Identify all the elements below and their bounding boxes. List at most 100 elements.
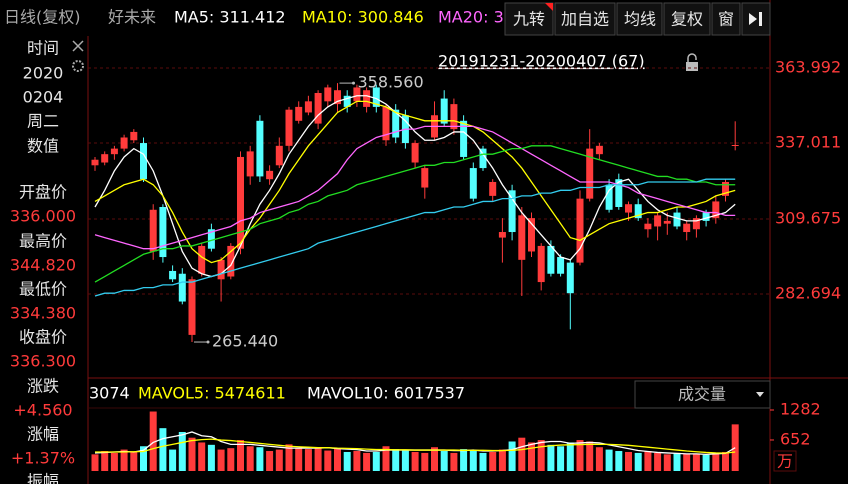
volume-bar — [440, 451, 448, 471]
y-tick-label: 337.011 — [775, 133, 841, 152]
volume-bar — [431, 447, 438, 471]
candle-body — [91, 159, 99, 166]
volume-bar — [576, 440, 584, 471]
volume-bar — [644, 451, 652, 471]
volume-bar — [227, 448, 235, 471]
info-label: 最高价 — [19, 232, 67, 251]
info-label: 时间 — [27, 39, 59, 58]
volume-bar — [353, 451, 361, 471]
candle-body — [421, 168, 429, 188]
volume-bar — [557, 446, 565, 471]
volume-bar — [683, 453, 691, 471]
candle-body — [469, 168, 477, 199]
ma-line — [95, 438, 736, 454]
volume-bar — [198, 442, 206, 471]
volume-bar — [275, 449, 283, 471]
button[interactable] — [616, 2, 663, 36]
volume-bar — [217, 449, 225, 471]
volume-bar — [159, 428, 167, 471]
info-value: +4.560 — [13, 401, 72, 420]
candle-body — [498, 232, 506, 238]
button[interactable] — [663, 2, 711, 36]
candle-body — [324, 87, 332, 102]
candle-body — [110, 148, 118, 155]
candle-body — [625, 204, 632, 213]
volume-bar — [401, 450, 409, 471]
candle-body — [149, 209, 157, 252]
button-label[interactable]: 复权 — [671, 10, 703, 29]
candle-body — [683, 223, 691, 233]
y-tick-label: 309.675 — [775, 209, 841, 228]
volume-bar — [295, 448, 303, 471]
candle-body — [256, 120, 264, 177]
indicator-selector-label[interactable]: 成交量 — [678, 385, 726, 404]
candle-body — [722, 181, 729, 196]
candle-body — [518, 215, 526, 260]
volume-bar — [266, 451, 274, 471]
volume-bar — [314, 447, 322, 471]
period: 日线(复权) — [4, 8, 81, 27]
candle-body — [537, 245, 545, 283]
volume-bar — [508, 441, 516, 471]
candle-body — [566, 262, 574, 294]
candle-body — [130, 131, 138, 141]
close-icon[interactable] — [72, 40, 84, 52]
volume-bar — [450, 452, 458, 471]
button-label[interactable]: 加自选 — [561, 10, 609, 29]
candle-body — [275, 145, 283, 166]
volume-bar — [101, 451, 109, 471]
candle-body — [692, 218, 700, 230]
volume-bar — [169, 449, 177, 471]
y-tick-label: 363.992 — [775, 57, 841, 76]
candle-body — [140, 143, 147, 180]
button-label[interactable]: 均线 — [624, 10, 656, 29]
volume-bar — [673, 452, 681, 471]
candle-body — [508, 190, 516, 233]
info-value: 336.000 — [10, 207, 76, 226]
candle-body — [188, 279, 196, 335]
volume-bar — [498, 449, 506, 471]
info-label: 开盘价 — [19, 183, 67, 202]
candle-body — [663, 220, 671, 224]
candle-body — [120, 137, 128, 149]
volume-bar — [411, 451, 419, 471]
badge — [545, 3, 553, 11]
volume-bar — [421, 452, 429, 471]
annotation-dot — [352, 81, 355, 85]
volume-bar — [722, 451, 729, 471]
info-value: 0204 — [23, 88, 64, 107]
button[interactable] — [711, 2, 741, 36]
volume-bar — [130, 451, 138, 471]
button[interactable] — [554, 2, 616, 36]
volume-bar — [528, 442, 535, 471]
indicator-selector[interactable] — [634, 380, 771, 409]
volume-bar — [663, 454, 671, 471]
volume-bar — [586, 441, 594, 471]
candle-body — [169, 270, 177, 280]
volume-bar — [625, 451, 632, 471]
annotation-label: 265.440 — [212, 332, 278, 351]
button[interactable] — [504, 2, 554, 36]
button-label[interactable]: 窗 — [718, 10, 734, 29]
info-value: 334.380 — [10, 304, 76, 323]
volume-bar — [537, 440, 545, 471]
candle-body — [353, 87, 361, 102]
info-label: 涨跌 — [27, 377, 59, 396]
info-value: +1.37% — [11, 449, 75, 468]
collapse-icon — [749, 12, 762, 26]
settings-icon[interactable] — [72, 60, 84, 72]
candle-body — [382, 106, 390, 141]
candle-body — [654, 215, 662, 227]
button-label[interactable]: 九转 — [513, 10, 545, 29]
volume-bar — [343, 451, 351, 471]
candle-body — [363, 90, 371, 107]
candle-body — [460, 120, 468, 157]
candle-body — [207, 229, 215, 249]
volume-bar — [237, 440, 244, 471]
candle-body — [712, 201, 720, 219]
info-label: 涨幅 — [27, 425, 59, 444]
annotation-dot — [206, 340, 210, 344]
volume-bar — [489, 451, 497, 471]
candle-body — [605, 184, 613, 210]
info-label: 数值 — [27, 137, 59, 156]
